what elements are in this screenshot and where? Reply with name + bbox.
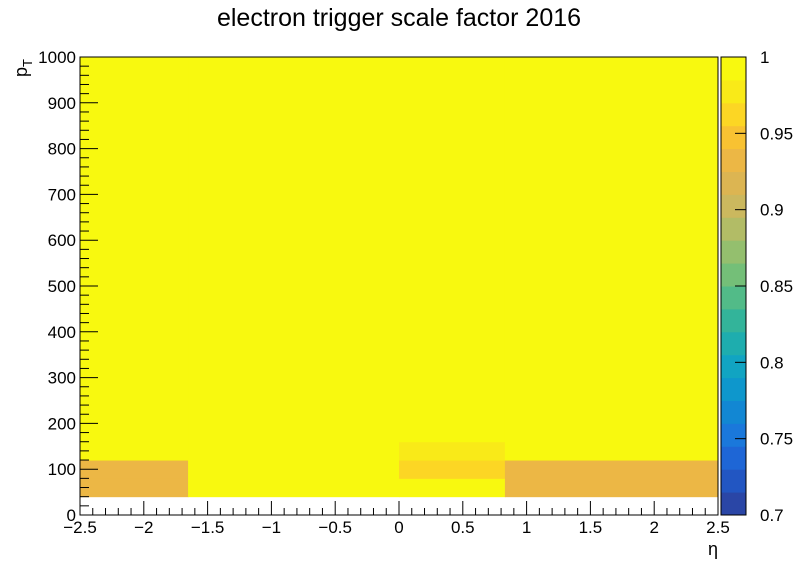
palette-tick-label: 0.9 [760, 201, 784, 220]
heatmap-cell [399, 57, 506, 443]
x-tick-label: −0.5 [318, 518, 352, 537]
x-tick-label: −1 [262, 518, 281, 537]
x-tick-label: −2 [134, 518, 153, 537]
palette-swatch [721, 423, 746, 447]
chart-title: electron trigger scale factor 2016 [216, 4, 582, 32]
y-tick-label: 700 [48, 185, 76, 204]
palette-swatch [721, 354, 746, 379]
heatmap-cell [188, 57, 400, 498]
palette-swatch [721, 377, 746, 401]
y-axis-label: pT [11, 59, 35, 77]
x-tick-label: 0.5 [451, 518, 475, 537]
palette-swatch [721, 79, 746, 104]
palette-swatch [721, 57, 746, 81]
palette-swatch [721, 492, 746, 516]
palette-swatch [721, 308, 746, 333]
x-tick-label: 2.5 [706, 518, 730, 537]
heatmap-cell [504, 460, 719, 498]
y-tick-label: 800 [48, 140, 76, 159]
heatmap-cell [80, 57, 189, 461]
y-tick-label: 600 [48, 231, 76, 250]
palette-tick-label: 0.7 [760, 506, 784, 525]
y-tick-label: 900 [48, 94, 76, 113]
x-tick-label: −2.5 [63, 518, 97, 537]
palette-swatch [721, 148, 746, 172]
palette-swatch [721, 194, 746, 218]
heatmap-cells [80, 57, 719, 498]
y-tick-label: 1000 [38, 48, 76, 67]
color-palette: 0.7 0.75 0.8 0.85 0.9 0.95 1 [720, 48, 793, 525]
palette-tick-label: 1 [760, 48, 769, 67]
palette-swatch [721, 446, 746, 470]
palette-tick-label: 0.85 [760, 277, 793, 296]
x-axis-label: η [708, 539, 718, 559]
y-tick-label: 0 [67, 506, 76, 525]
x-tick-label: 2 [649, 518, 658, 537]
palette-swatch [721, 400, 746, 424]
y-tick-label: 400 [48, 323, 76, 342]
palette-swatch [721, 240, 746, 264]
heatmap-cell [504, 57, 719, 461]
palette-tick-label: 0.95 [760, 124, 793, 143]
y-axis-label-sub: T [20, 59, 35, 67]
palette-swatch [721, 469, 746, 493]
y-axis-label-main: p [11, 67, 31, 77]
palette-swatch [721, 102, 746, 127]
x-axis: −2.5 −2 −1.5 −1 −0.5 0 0.5 1 1.5 2 2.5 [63, 501, 730, 537]
x-tick-label: −1.5 [191, 518, 225, 537]
palette-swatch [721, 217, 746, 241]
heatmap-cell [399, 441, 506, 461]
y-tick-label: 200 [48, 414, 76, 433]
palette-swatch [721, 125, 746, 150]
y-tick-label: 300 [48, 369, 76, 388]
x-tick-label: 1.5 [579, 518, 603, 537]
heatmap-cell [399, 460, 506, 479]
palette-swatch [721, 263, 746, 287]
y-tick-label: 500 [48, 277, 76, 296]
y-axis: 0 100 200 300 400 500 600 700 800 900 1000 [38, 48, 98, 525]
heatmap-cell [80, 478, 189, 498]
heatmap-cell [399, 478, 506, 498]
palette-swatch [721, 171, 746, 195]
y-tick-label: 100 [48, 460, 76, 479]
x-tick-label: 1 [522, 518, 531, 537]
heatmap-cell [80, 460, 189, 479]
palette-tick-label: 0.8 [760, 353, 784, 372]
x-tick-label: 0 [394, 518, 403, 537]
palette-swatch [721, 286, 746, 310]
palette-swatch [721, 331, 746, 356]
palette-tick-label: 0.75 [760, 430, 793, 449]
